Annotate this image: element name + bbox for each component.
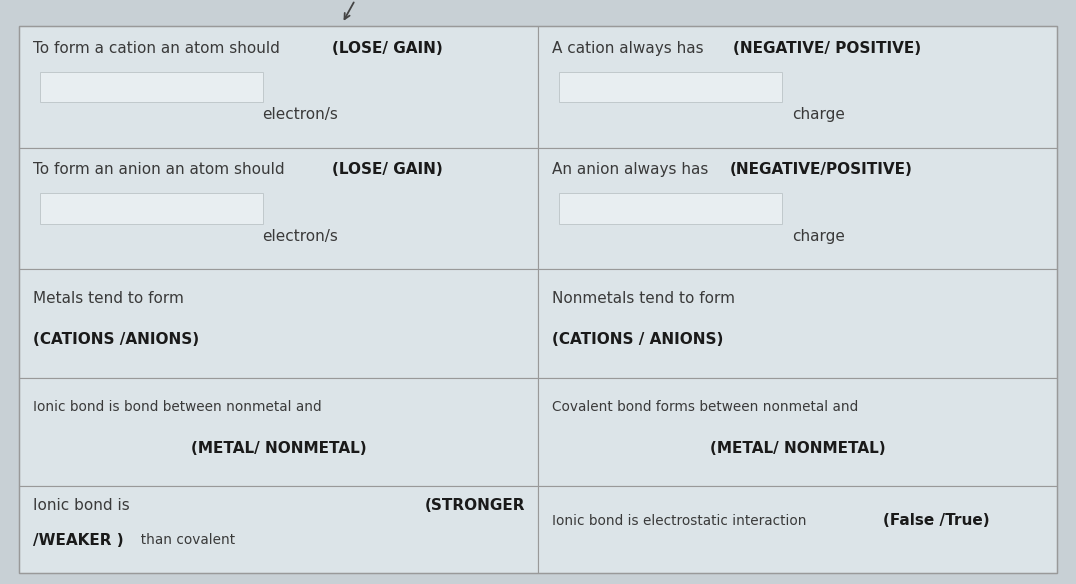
- Bar: [538, 26, 1057, 148]
- Bar: [40, 72, 264, 102]
- Bar: [558, 193, 782, 224]
- Text: (LOSE/ GAIN): (LOSE/ GAIN): [332, 162, 443, 177]
- Text: Metals tend to form: Metals tend to form: [33, 291, 184, 306]
- Text: (STRONGER: (STRONGER: [425, 498, 525, 513]
- Bar: [538, 486, 1057, 573]
- Bar: [538, 269, 1057, 378]
- Text: To form a cation an atom should: To form a cation an atom should: [33, 41, 285, 55]
- Bar: [19, 148, 538, 269]
- Text: than covalent: than covalent: [132, 533, 236, 547]
- Text: Ionic bond is electrostatic interaction: Ionic bond is electrostatic interaction: [552, 514, 811, 528]
- Text: To form an anion an atom should: To form an anion an atom should: [33, 162, 289, 177]
- Text: (CATIONS / ANIONS): (CATIONS / ANIONS): [552, 332, 723, 347]
- Text: (METAL/ NONMETAL): (METAL/ NONMETAL): [709, 440, 886, 456]
- Text: Ionic bond is: Ionic bond is: [33, 498, 130, 513]
- Text: electron/s: electron/s: [263, 229, 338, 244]
- Bar: [19, 486, 538, 573]
- Text: electron/s: electron/s: [263, 107, 338, 123]
- Text: (METAL/ NONMETAL): (METAL/ NONMETAL): [190, 440, 367, 456]
- Text: Covalent bond forms between nonmetal and: Covalent bond forms between nonmetal and: [552, 400, 859, 414]
- Text: A cation always has: A cation always has: [552, 41, 708, 55]
- Text: /WEAKER ): /WEAKER ): [33, 533, 124, 548]
- Text: (CATIONS /ANIONS): (CATIONS /ANIONS): [33, 332, 199, 347]
- Text: An anion always has: An anion always has: [552, 162, 718, 177]
- Text: (NEGATIVE/POSITIVE): (NEGATIVE/POSITIVE): [730, 162, 912, 177]
- Bar: [538, 148, 1057, 269]
- Bar: [19, 269, 538, 378]
- Text: (False /True): (False /True): [883, 513, 990, 529]
- Bar: [538, 378, 1057, 486]
- Bar: [19, 26, 538, 148]
- Text: Nonmetals tend to form: Nonmetals tend to form: [552, 291, 735, 306]
- Text: charge: charge: [792, 107, 846, 123]
- Text: (NEGATIVE/ POSITIVE): (NEGATIVE/ POSITIVE): [733, 41, 921, 55]
- Bar: [19, 378, 538, 486]
- Bar: [558, 72, 782, 102]
- Text: (LOSE/ GAIN): (LOSE/ GAIN): [332, 41, 443, 55]
- Text: Ionic bond is bond between nonmetal and: Ionic bond is bond between nonmetal and: [33, 400, 322, 414]
- Bar: [40, 193, 264, 224]
- Text: charge: charge: [792, 229, 846, 244]
